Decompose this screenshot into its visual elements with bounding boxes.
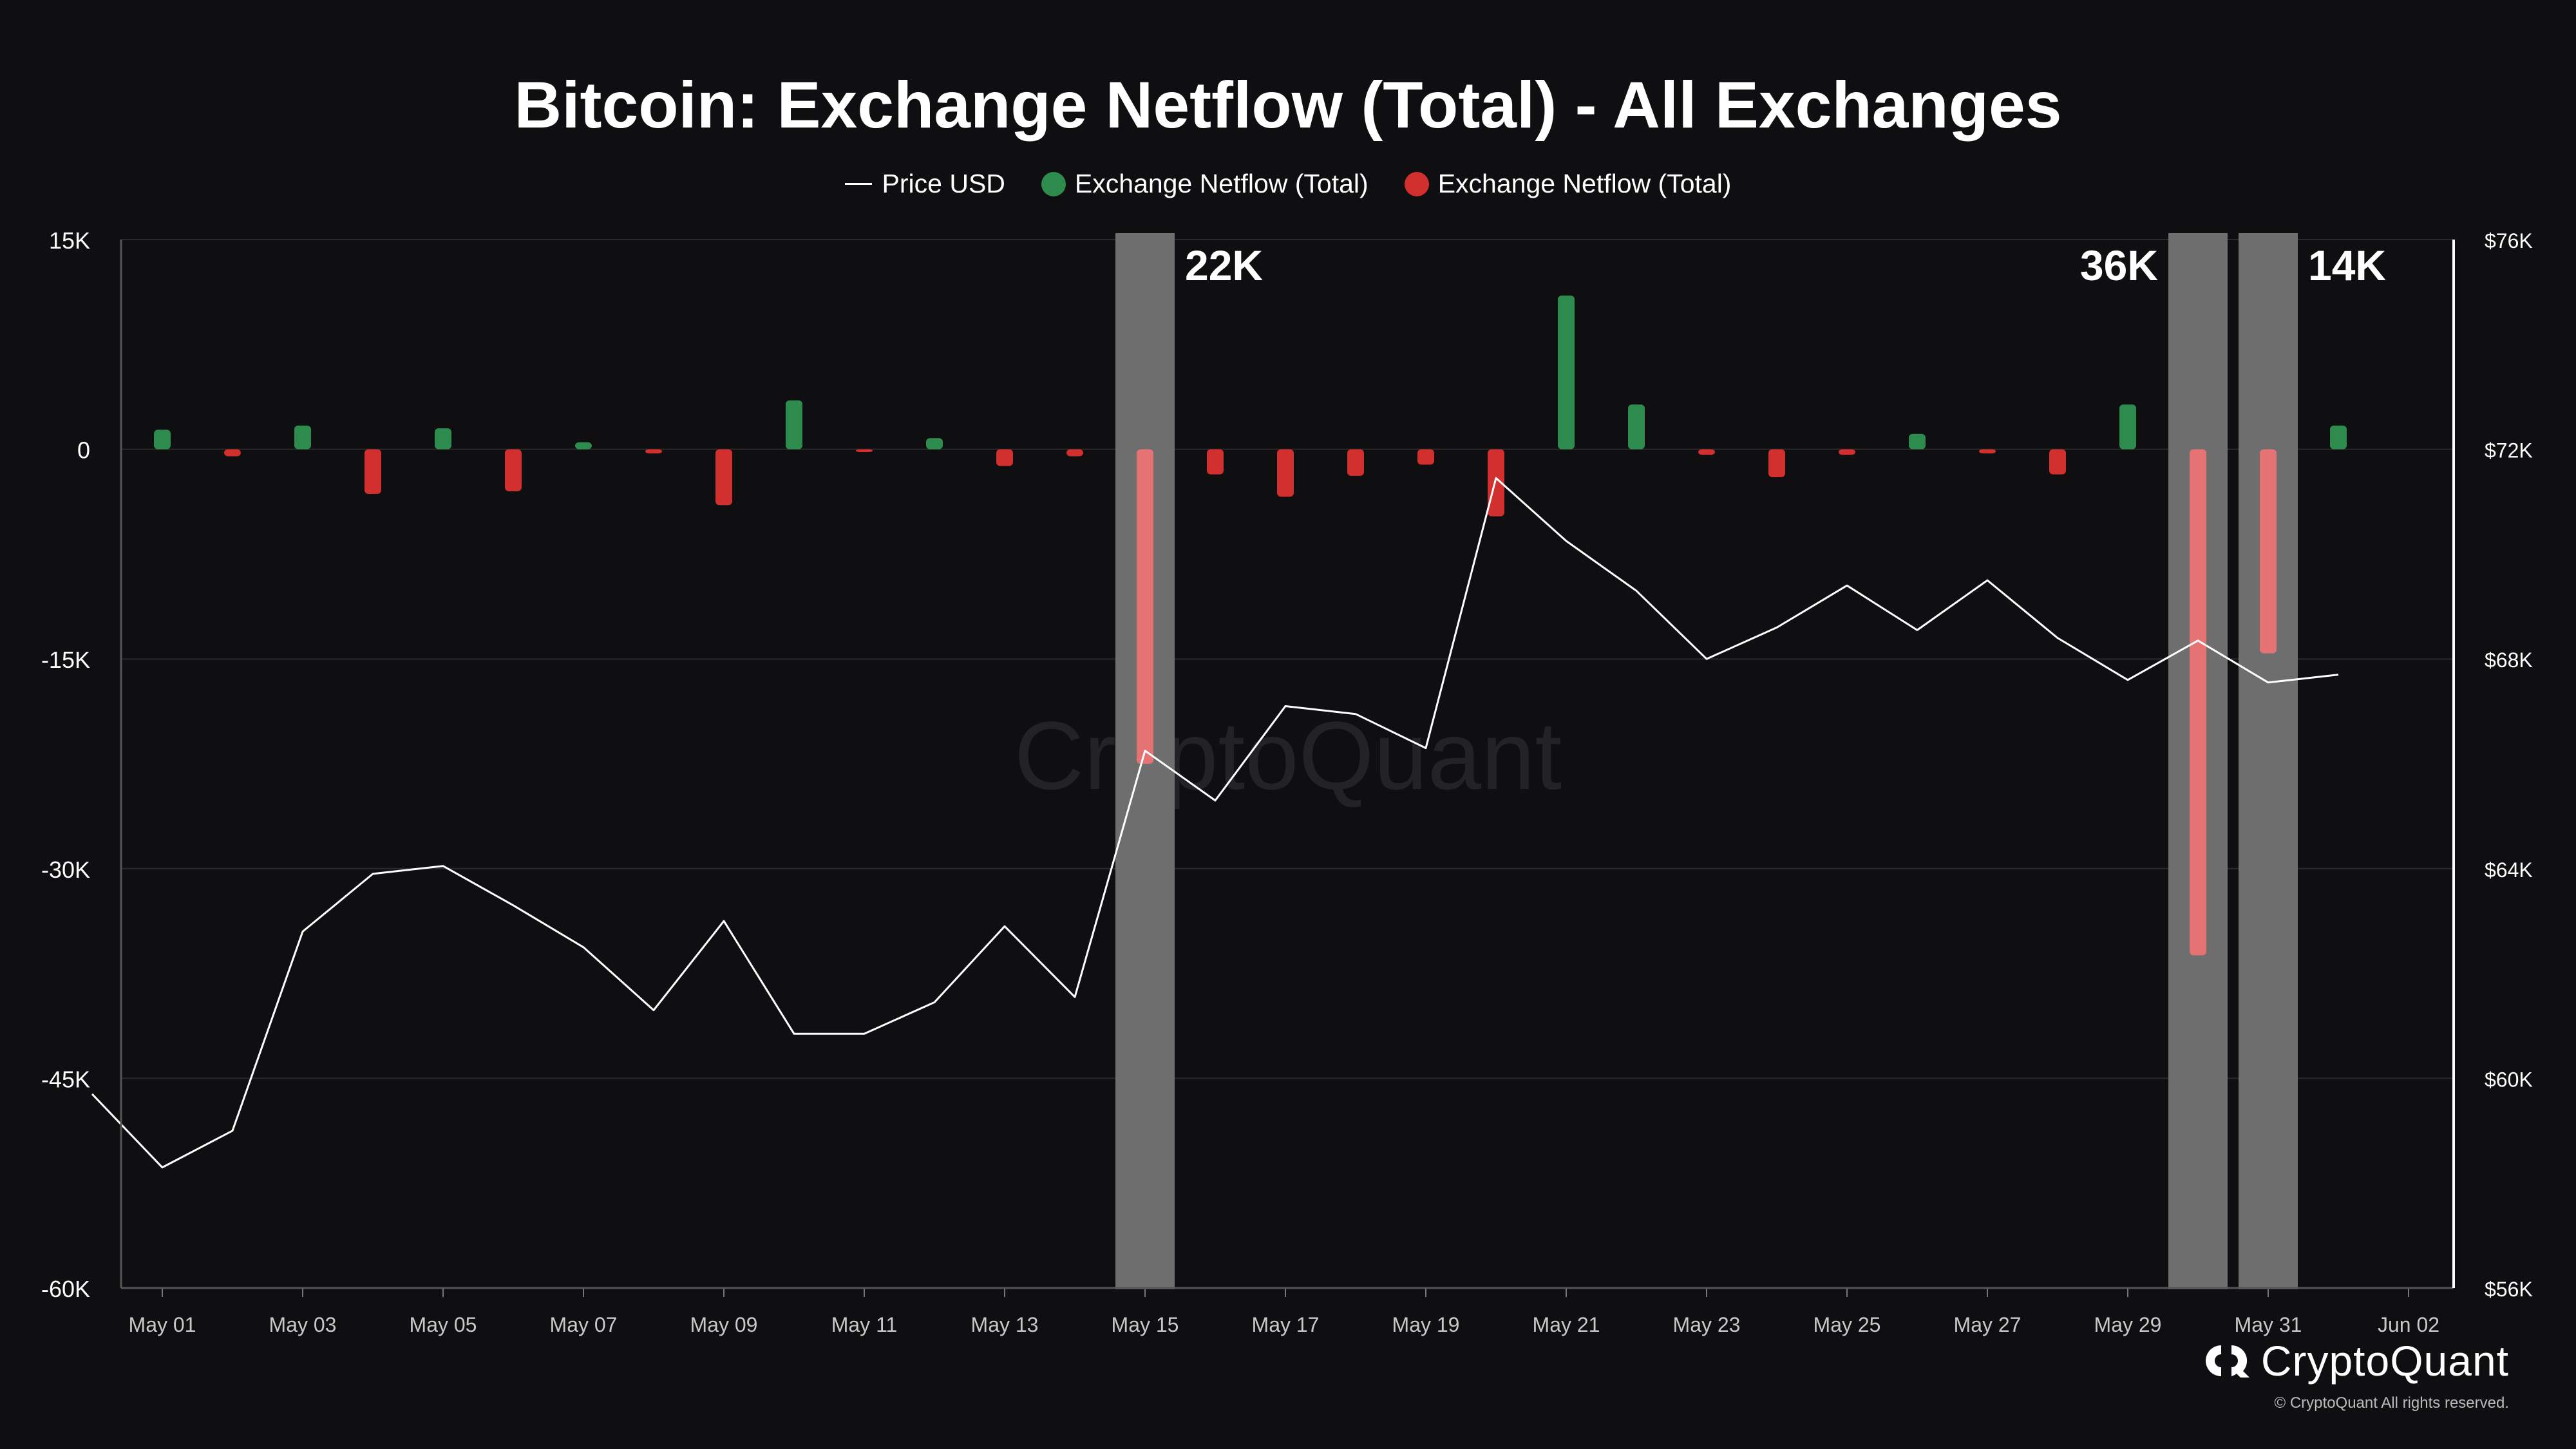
price-line [91,477,2339,1169]
x-tick-label: May 21 [1533,1313,1600,1336]
netflow-bar [435,428,451,450]
x-tick-label: May 05 [410,1313,477,1336]
netflow-bar [1207,449,1224,475]
x-tick-label: May 01 [129,1313,196,1336]
highlight-band [2239,233,2298,1289]
netflow-bar [1417,449,1434,465]
y-left-tick-label: -30K [41,857,90,883]
y-right-tick-label: $68K [2485,649,2533,672]
legend-item-price[interactable]: Price USD [844,169,1005,199]
netflow-bar [1839,449,1855,455]
netflow-bar [645,449,662,454]
legend-label-price: Price USD [882,169,1005,198]
x-tick-label: Jun 02 [2378,1313,2439,1336]
netflow-bar [996,449,1013,466]
x-tick-label: May 27 [1954,1313,2022,1336]
highlight-label: 36K [2080,242,2158,289]
legend-item-netflow-positive[interactable]: Exchange Netflow (Total) [1041,169,1368,199]
highlight-label: 22K [1185,242,1263,289]
netflow-bar [1488,449,1504,516]
y-right-tick-label: $72K [2485,439,2533,462]
netflow-bar [154,430,171,450]
x-tick-label: May 07 [550,1313,618,1336]
netflow-bar [786,400,802,450]
legend-dot-green [1041,171,1066,196]
brand-name: CryptoQuant [2260,1337,2509,1385]
y-right-tick-label: $56K [2485,1278,2533,1301]
legend-line-marker [844,183,872,185]
x-tick-label: May 31 [2235,1313,2302,1336]
x-tick-label: May 03 [269,1313,337,1336]
netflow-bar [224,449,241,457]
netflow-bar [1137,449,1153,764]
netflow-bar [575,442,592,450]
netflow-bar [1909,433,1926,450]
netflow-bar [1768,449,1785,478]
netflow-bar [294,425,311,450]
legend: Price USD Exchange Netflow (Total) Excha… [0,169,2576,199]
x-tick-label: May 23 [1673,1313,1741,1336]
legend-label-netflow-positive: Exchange Netflow (Total) [1074,169,1368,198]
y-left-tick-label: 0 [77,437,90,464]
y-right-tick-label: $76K [2485,229,2533,252]
y-left-tick-label: 15K [49,227,90,254]
x-tick-label: May 25 [1814,1313,1881,1336]
y-left-tick-label: -15K [41,647,90,673]
netflow-bar [2330,425,2347,450]
netflow-bar [2260,449,2277,654]
netflow-bar [2190,449,2206,956]
chart-title: Bitcoin: Exchange Netflow (Total) - All … [514,68,2062,142]
brand-logo: CryptoQuant [2203,1336,2509,1385]
netflow-bar [365,449,381,495]
x-tick-label: May 17 [1252,1313,1320,1336]
cryptoquant-logo-icon [2205,1345,2249,1378]
netflow-bar [1277,449,1294,497]
netflow-bar [1066,449,1083,457]
x-tick-label: May 15 [1112,1313,1179,1336]
netflow-bar [2049,449,2066,475]
x-tick-label: May 13 [971,1313,1039,1336]
legend-dot-red [1404,171,1429,196]
netflow-bar [926,438,943,450]
netflow-bar [856,449,873,452]
highlight-label: 14K [2308,242,2386,289]
netflow-bar [1628,404,1645,450]
netflow-bar [1347,449,1364,476]
y-left-tick-label: -60K [41,1276,90,1302]
x-tick-label: May 19 [1392,1313,1460,1336]
netflow-bar [2119,404,2136,450]
copyright-text: © CryptoQuant All rights reserved. [2274,1394,2510,1412]
x-tick-label: May 09 [690,1313,758,1336]
legend-item-netflow-negative[interactable]: Exchange Netflow (Total) [1404,169,1732,199]
netflow-bar [1698,449,1715,455]
y-right-tick-label: $60K [2485,1068,2533,1091]
netflow-bar [715,449,732,506]
watermark-text: CryptoQuant [1014,701,1562,810]
y-right-tick-label: $64K [2485,858,2533,882]
netflow-bar [505,449,522,491]
netflow-bar [1979,449,1996,454]
netflow-bar [1558,295,1575,450]
x-tick-label: May 11 [831,1313,898,1336]
legend-label-netflow-negative: Exchange Netflow (Total) [1437,169,1732,198]
x-tick-label: May 29 [2094,1313,2162,1336]
y-left-tick-label: -45K [41,1066,90,1092]
